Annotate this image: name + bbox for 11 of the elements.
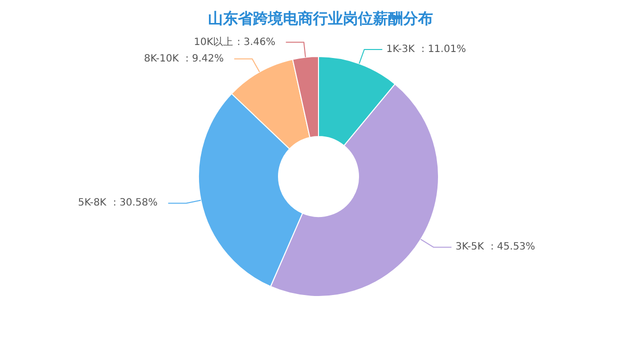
data-label: : 11.01% [421, 44, 466, 55]
chart-title: 山东省跨境电商行业岗位薪酬分布 [208, 10, 433, 28]
slice-label: 1K-3K [386, 44, 416, 55]
data-label: : 30.58% [112, 198, 158, 209]
data-label: : 3.46% [237, 36, 276, 48]
slice-label: 8K-10K [144, 53, 180, 64]
slice-label: 5K-8K [78, 198, 107, 209]
slice-label: 10K以上 [194, 36, 234, 48]
slice-label: 3K-5K [455, 242, 484, 253]
data-label: : 9.42% [185, 53, 224, 64]
data-label: : 45.53% [490, 242, 536, 253]
